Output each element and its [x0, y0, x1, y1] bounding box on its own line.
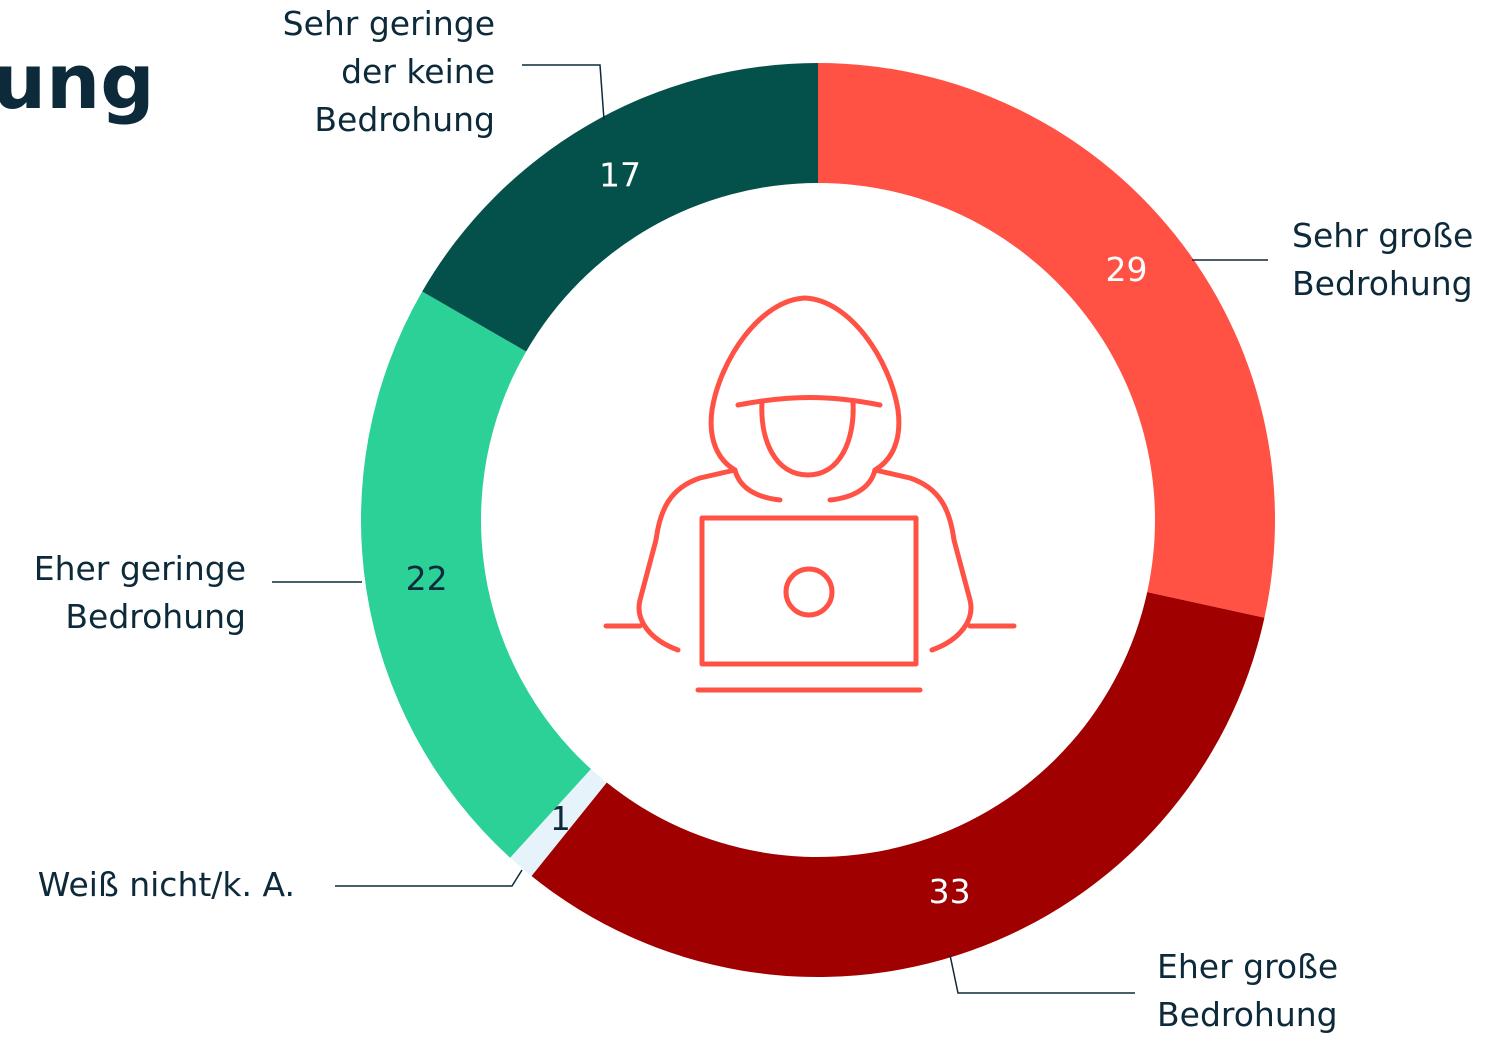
- donut-slice: [422, 62, 818, 352]
- chart-title: ung: [0, 37, 155, 126]
- leader-line: [335, 869, 523, 887]
- donut-slice: [510, 769, 607, 877]
- donut-slice: [531, 592, 1265, 978]
- leader-line: [949, 954, 1135, 994]
- value-label: 29: [1106, 250, 1148, 289]
- category-label: Sehr geringe der keine Bedrohung: [283, 4, 495, 139]
- leader-line: [522, 64, 605, 121]
- category-label: Weiß nicht/k. A.: [38, 865, 295, 904]
- donut-slice: [818, 63, 1275, 618]
- value-label: 22: [406, 559, 448, 598]
- category-label: Eher geringe Bedrohung: [34, 549, 246, 636]
- hacker-icon: [603, 295, 1017, 693]
- value-label: 33: [929, 872, 971, 911]
- value-label: 17: [599, 156, 641, 195]
- category-label: Sehr große Bedrohung: [1292, 216, 1473, 303]
- value-label: 1: [550, 799, 571, 838]
- donut-slice: [361, 291, 591, 858]
- category-label: Eher große Bedrohung: [1157, 947, 1338, 1034]
